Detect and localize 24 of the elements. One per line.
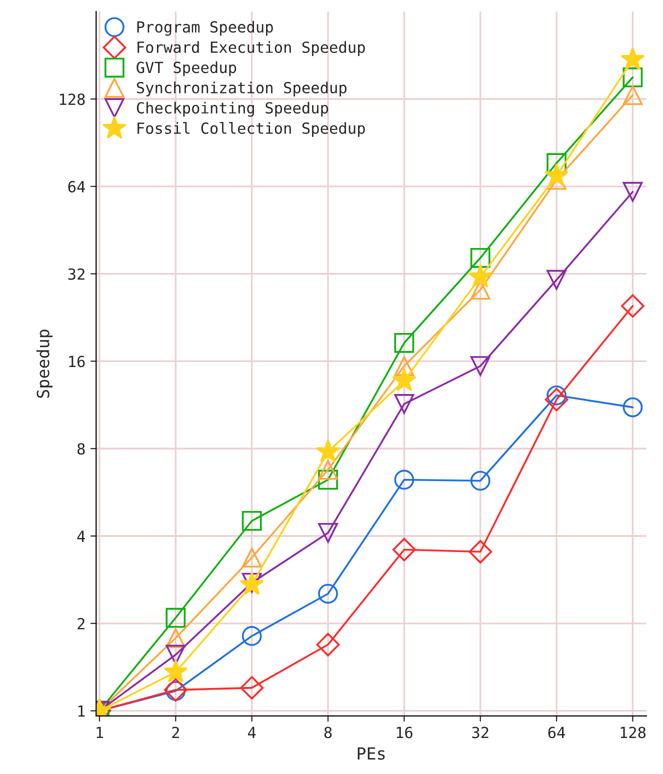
y-tick-label: 16: [69, 356, 85, 368]
x-tick-label: 1: [96, 726, 104, 738]
x-tick-label: 8: [324, 726, 332, 738]
y-tick-label: 32: [68, 268, 84, 280]
legend-label: Synchronization Speedup: [136, 82, 346, 96]
y-axis-title: Speedup: [36, 330, 53, 398]
legend-label: GVT Speedup: [136, 61, 236, 76]
legend-label: Checkpointing Speedup: [136, 102, 328, 117]
legend-label: Program Speedup: [137, 20, 273, 36]
x-tick-label: 2: [172, 726, 179, 738]
x-tick-label: 16: [396, 726, 412, 738]
x-tick-label: 32: [472, 726, 488, 738]
x-tick-label: 128: [620, 726, 646, 738]
y-tick-label: 64: [68, 180, 85, 192]
legend-label: Forward Execution Speedup: [138, 41, 365, 56]
legend-label: Fossil Collection Speedup: [138, 122, 365, 137]
x-tick-label: 4: [248, 726, 256, 738]
y-tick-label: 2: [78, 618, 84, 630]
y-tick-label: 1: [78, 706, 85, 717]
y-tick-label: 128: [60, 94, 85, 106]
x-axis-title: PEs: [358, 747, 385, 760]
y-tick-label: 8: [77, 443, 85, 455]
y-tick-label: 4: [77, 530, 85, 542]
x-tick-label: 64: [548, 726, 566, 738]
